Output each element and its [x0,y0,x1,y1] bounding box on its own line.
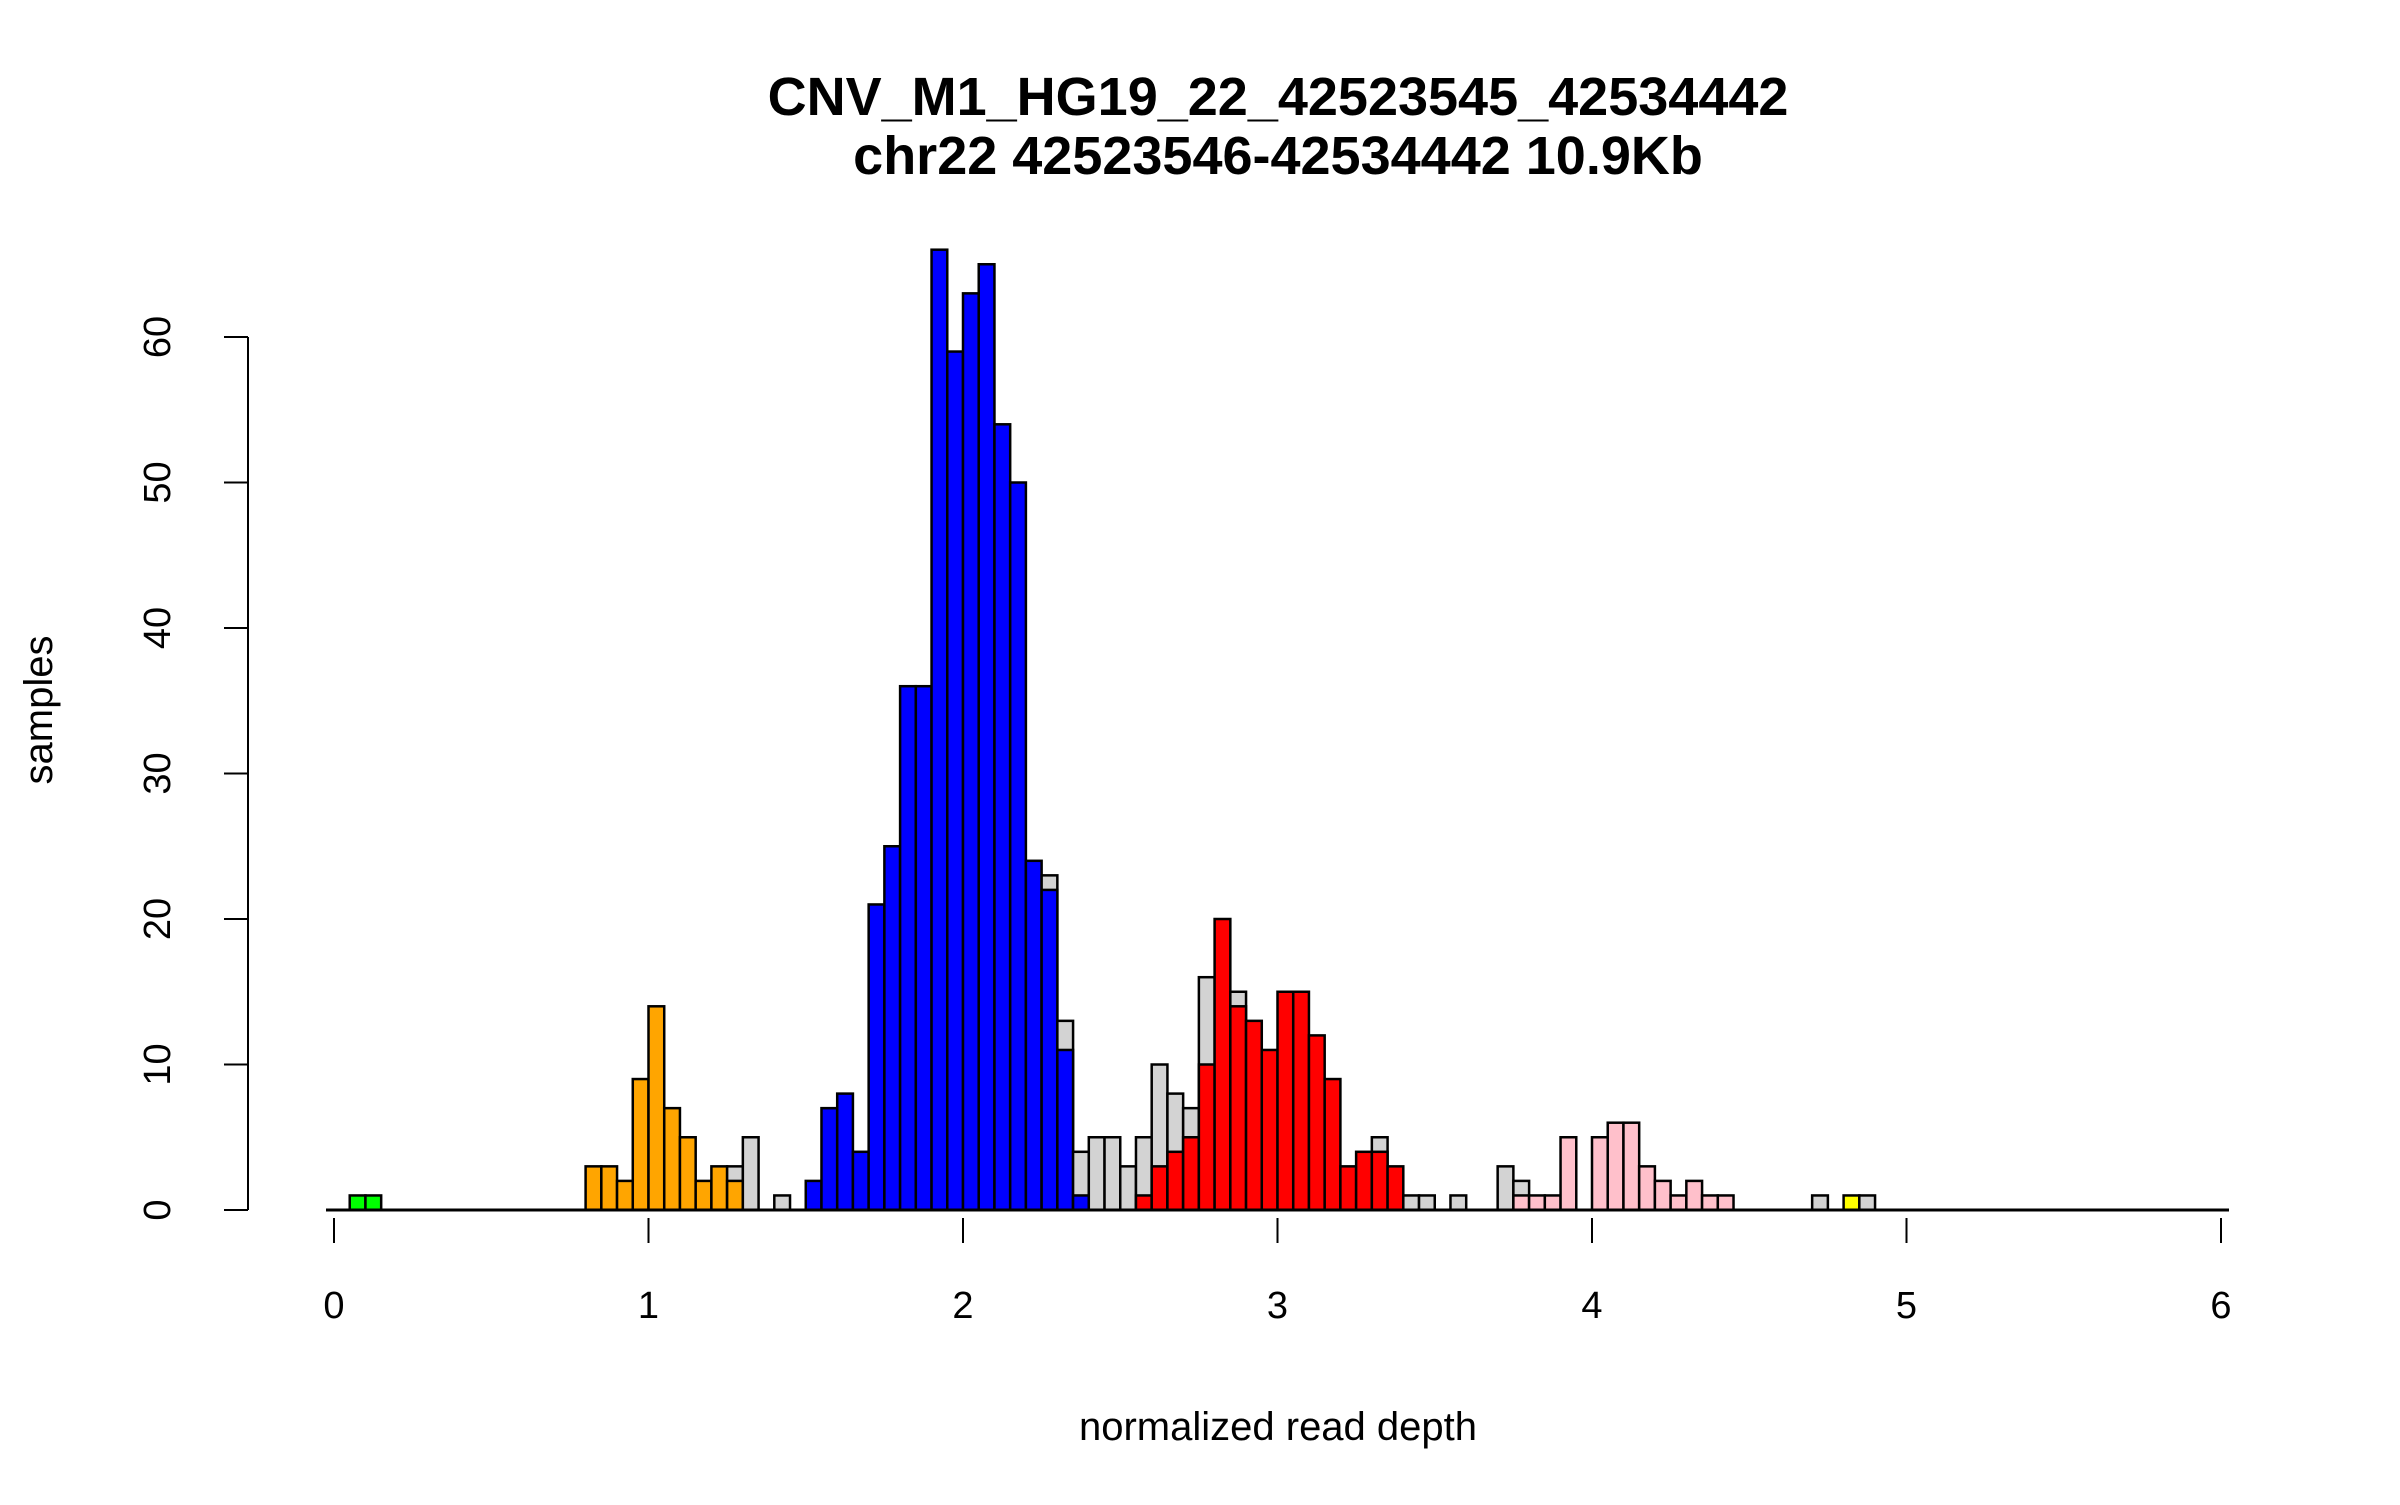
y-tick-label: 0 [137,1199,179,1220]
bar-orange [710,1165,729,1212]
bar-red [1339,1165,1358,1212]
bar-blue [867,903,886,1212]
bar-red [1213,917,1232,1212]
bar-pink [1669,1194,1688,1212]
bar-blue [1071,1194,1091,1212]
bar-blue [993,423,1012,1212]
bar-orange [615,1179,635,1212]
bar-green [364,1194,383,1212]
bar-pink [1543,1194,1562,1212]
bar-red [1354,1150,1374,1212]
bar-other [1417,1194,1437,1212]
x-tick-label: 4 [1581,1285,1602,1327]
bar-red [1291,990,1311,1212]
bar-red [1197,1063,1216,1212]
bar-other [1103,1136,1122,1212]
bar-other [741,1136,760,1212]
bar-blue [1024,859,1043,1212]
chart-title: CNV_M1_HG19_22_42523545_42534442 [768,67,1789,127]
y-tick-label: 30 [137,752,179,794]
x-tick-label: 1 [638,1285,659,1327]
bar-pink [1685,1179,1704,1212]
y-axis: 0 10 20 30 40 50 60 [137,316,249,1221]
bar-red [1260,1048,1279,1212]
bar-other [773,1194,792,1212]
y-tick-label: 60 [137,316,179,358]
bar-orange [678,1136,697,1212]
x-axis-label: normalized read depth [1079,1405,1477,1449]
chart-subtitle: chr22 42523546-42534442 10.9Kb [853,126,1703,186]
x-tick-label: 0 [323,1285,344,1327]
bar-orange [662,1106,682,1212]
bar-red [1134,1194,1153,1212]
bar-pink [1653,1179,1672,1212]
bar-blue [961,292,980,1212]
bar-blue [914,684,933,1212]
bar-orange [600,1165,619,1212]
bar-pink [1622,1121,1641,1212]
bars-group [348,248,1877,1212]
bar-blue [1040,888,1059,1212]
bar-orange [694,1179,713,1212]
x-tick-label: 3 [1267,1285,1288,1327]
x-axis: 0 1 2 3 4 5 6 [323,1218,2232,1327]
bar-blue [883,845,902,1212]
bar-blue [946,350,965,1212]
bar-pink [1559,1136,1578,1212]
bar-blue [804,1179,823,1212]
bar-red [1276,990,1295,1212]
bar-pink [1590,1136,1609,1212]
bar-blue [1056,1048,1075,1212]
bar-blue [835,1092,855,1212]
bar-red [1307,1034,1326,1212]
x-tick-label: 6 [2210,1285,2231,1327]
y-tick-label: 20 [137,898,179,940]
bar-other [1496,1165,1515,1212]
y-tick-label: 50 [137,461,179,503]
bar-other [1810,1194,1830,1212]
bar-blue [977,263,996,1212]
bar-yellow [1842,1194,1861,1212]
bar-red [1323,1077,1342,1212]
bar-orange [725,1179,745,1212]
bar-pink [1700,1194,1720,1212]
y-tick-label: 10 [137,1043,179,1085]
bar-pink [1606,1121,1625,1212]
bar-pink [1512,1194,1531,1212]
bar-green [348,1194,367,1212]
bar-pink [1637,1165,1657,1212]
bar-red [1150,1165,1169,1212]
bar-red [1181,1136,1201,1212]
bar-other [1449,1194,1468,1212]
x-tick-label: 2 [952,1285,973,1327]
bar-orange [647,1005,666,1212]
bar-blue [930,248,949,1212]
bar-other [1087,1136,1106,1212]
bar-red [1244,1019,1264,1212]
bar-blue [1008,481,1028,1212]
x-tick-label: 5 [1896,1285,1917,1327]
bar-red [1166,1150,1185,1212]
bar-blue [898,684,918,1212]
bar-other [1858,1194,1877,1212]
bar-blue [820,1106,839,1212]
bar-red [1370,1150,1389,1212]
bar-blue [851,1150,870,1212]
bar-red [1229,1005,1248,1212]
bar-orange [584,1165,603,1212]
bar-other [1119,1165,1138,1212]
bar-pink [1716,1194,1735,1212]
y-tick-label: 40 [137,607,179,649]
bar-orange [631,1077,650,1212]
y-axis-label: samples [17,636,61,785]
bar-other [1402,1194,1421,1212]
bar-pink [1527,1194,1547,1212]
bar-red [1386,1165,1405,1212]
